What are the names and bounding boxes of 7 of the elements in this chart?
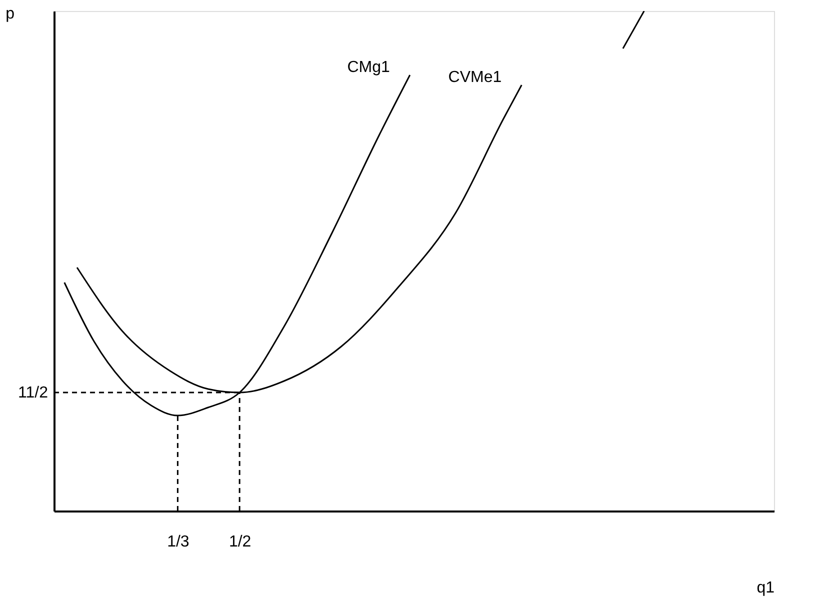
y-axis-title: p	[6, 6, 15, 22]
annotation: 11/2	[18, 384, 48, 402]
series-label: CVMe1	[448, 69, 502, 86]
x-axis-title: q1	[756, 580, 775, 596]
x-tick-label: 1/2	[228, 534, 252, 550]
series-label: CMg1	[347, 59, 390, 76]
x-tick-label: 1/3	[167, 534, 190, 550]
